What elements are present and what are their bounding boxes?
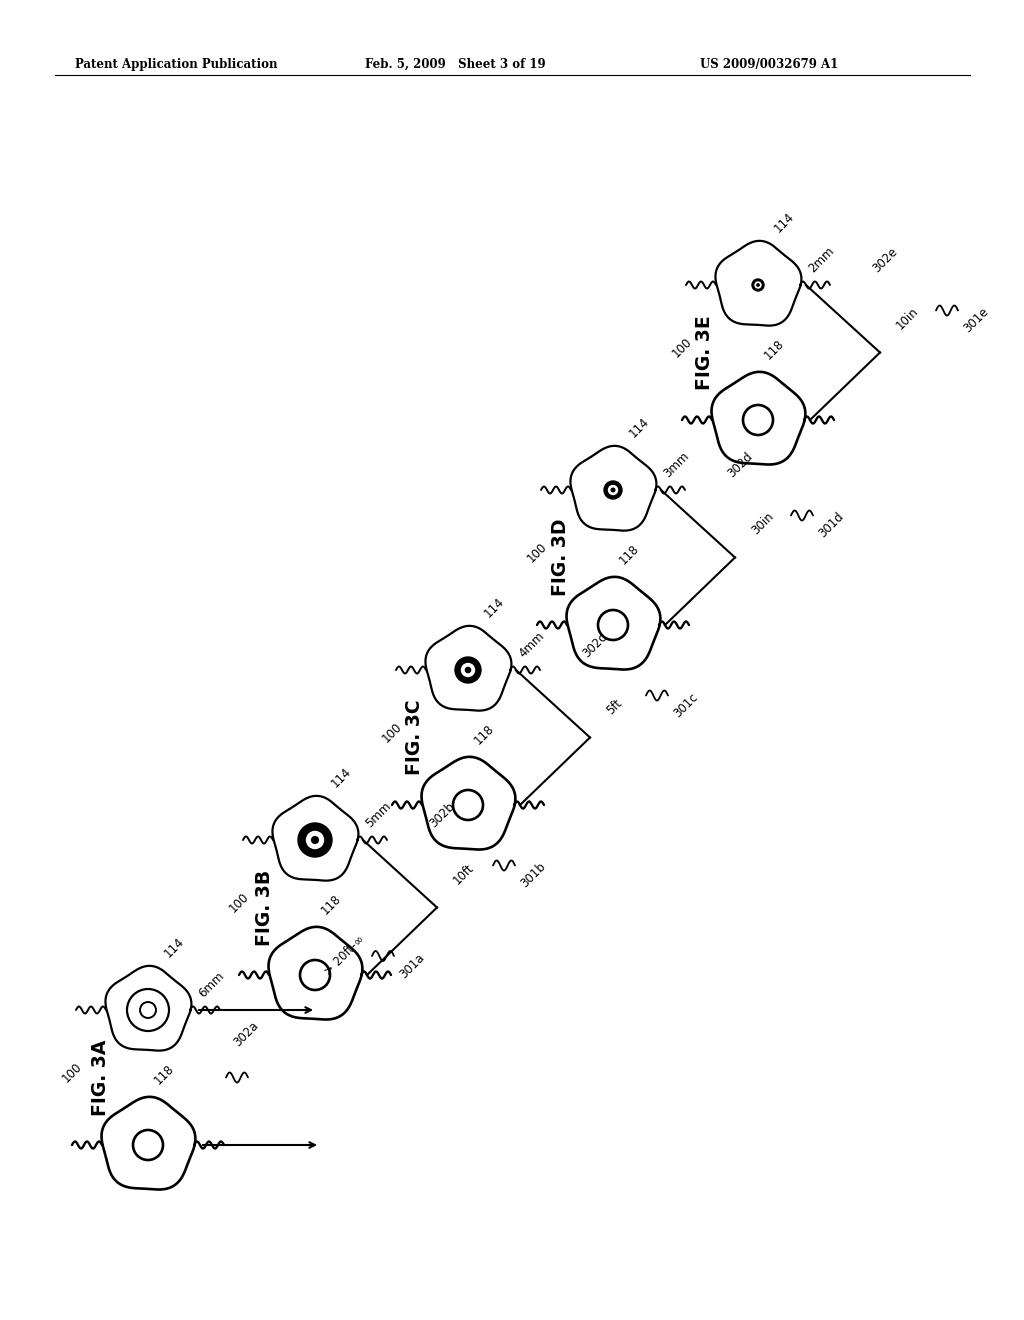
Circle shape — [752, 279, 764, 290]
Text: 5ft: 5ft — [604, 697, 625, 718]
Text: 114: 114 — [162, 935, 187, 960]
Text: 302c: 302c — [580, 631, 609, 660]
Text: 6mm: 6mm — [196, 969, 226, 1001]
Text: 2mm: 2mm — [806, 244, 837, 275]
Circle shape — [306, 832, 324, 849]
Text: 30in: 30in — [749, 511, 776, 537]
Circle shape — [757, 284, 759, 286]
Text: 302e: 302e — [870, 246, 900, 275]
Circle shape — [455, 657, 481, 682]
Circle shape — [604, 480, 622, 499]
Text: 114: 114 — [482, 595, 507, 620]
Text: 10in: 10in — [894, 305, 922, 333]
Text: 118: 118 — [617, 543, 642, 568]
Text: 118: 118 — [472, 722, 497, 747]
Text: 10ft: 10ft — [451, 862, 477, 887]
Circle shape — [298, 822, 332, 857]
Text: 301a: 301a — [397, 950, 427, 981]
Text: 100: 100 — [380, 719, 404, 744]
Text: 114: 114 — [627, 414, 652, 440]
Circle shape — [608, 486, 617, 495]
Circle shape — [755, 282, 761, 288]
Text: 100: 100 — [226, 890, 252, 915]
Text: 118: 118 — [762, 337, 787, 362]
Text: 100: 100 — [670, 335, 694, 360]
Text: 100: 100 — [59, 1060, 84, 1085]
Text: 302b: 302b — [427, 800, 458, 830]
Text: FIG. 3E: FIG. 3E — [695, 315, 715, 389]
Text: > 20ft-∞: > 20ft-∞ — [322, 932, 368, 978]
Text: 114: 114 — [329, 764, 354, 789]
Text: Patent Application Publication: Patent Application Publication — [75, 58, 278, 71]
Text: US 2009/0032679 A1: US 2009/0032679 A1 — [700, 58, 839, 71]
Text: 118: 118 — [152, 1063, 177, 1086]
Text: 4mm: 4mm — [516, 630, 547, 660]
Text: 302a: 302a — [231, 1019, 261, 1049]
Text: 301d: 301d — [816, 511, 846, 541]
Text: 301e: 301e — [961, 305, 991, 335]
Text: 301b: 301b — [518, 861, 548, 891]
Text: 118: 118 — [319, 892, 344, 917]
Text: Feb. 5, 2009   Sheet 3 of 19: Feb. 5, 2009 Sheet 3 of 19 — [365, 58, 546, 71]
Text: 114: 114 — [772, 210, 797, 235]
Circle shape — [465, 668, 471, 673]
Text: 5mm: 5mm — [362, 800, 393, 830]
Text: FIG. 3C: FIG. 3C — [406, 700, 425, 775]
Text: FIG. 3D: FIG. 3D — [551, 519, 569, 597]
Circle shape — [611, 488, 614, 492]
Text: 302d: 302d — [725, 450, 756, 480]
Text: 100: 100 — [524, 540, 550, 565]
Circle shape — [462, 664, 474, 676]
Text: FIG. 3A: FIG. 3A — [90, 1039, 110, 1115]
Text: 3mm: 3mm — [662, 449, 691, 480]
Text: 301c: 301c — [671, 690, 700, 721]
Text: FIG. 3B: FIG. 3B — [256, 870, 274, 945]
Circle shape — [311, 837, 318, 843]
